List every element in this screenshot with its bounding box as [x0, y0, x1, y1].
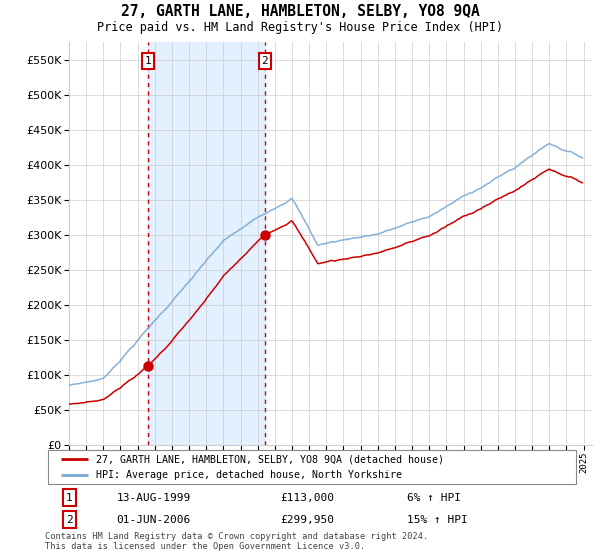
Text: £113,000: £113,000	[280, 493, 334, 502]
Text: HPI: Average price, detached house, North Yorkshire: HPI: Average price, detached house, Nort…	[95, 470, 401, 480]
Text: 1: 1	[66, 493, 73, 502]
Text: 27, GARTH LANE, HAMBLETON, SELBY, YO8 9QA (detached house): 27, GARTH LANE, HAMBLETON, SELBY, YO8 9Q…	[95, 454, 443, 464]
Bar	[148, 42, 265, 445]
Text: Price paid vs. HM Land Registry's House Price Index (HPI): Price paid vs. HM Land Registry's House …	[97, 21, 503, 34]
Text: £299,950: £299,950	[280, 515, 334, 525]
Text: Contains HM Land Registry data © Crown copyright and database right 2024.: Contains HM Land Registry data © Crown c…	[45, 532, 428, 541]
Text: This data is licensed under the Open Government Licence v3.0.: This data is licensed under the Open Gov…	[45, 542, 365, 551]
Text: 6% ↑ HPI: 6% ↑ HPI	[407, 493, 461, 502]
Text: 01-JUN-2006: 01-JUN-2006	[116, 515, 191, 525]
Text: 2: 2	[262, 56, 268, 66]
Text: 27, GARTH LANE, HAMBLETON, SELBY, YO8 9QA: 27, GARTH LANE, HAMBLETON, SELBY, YO8 9Q…	[121, 4, 479, 19]
Text: 15% ↑ HPI: 15% ↑ HPI	[407, 515, 468, 525]
Text: 1: 1	[145, 56, 152, 66]
Text: 2: 2	[66, 515, 73, 525]
Text: 13-AUG-1999: 13-AUG-1999	[116, 493, 191, 502]
